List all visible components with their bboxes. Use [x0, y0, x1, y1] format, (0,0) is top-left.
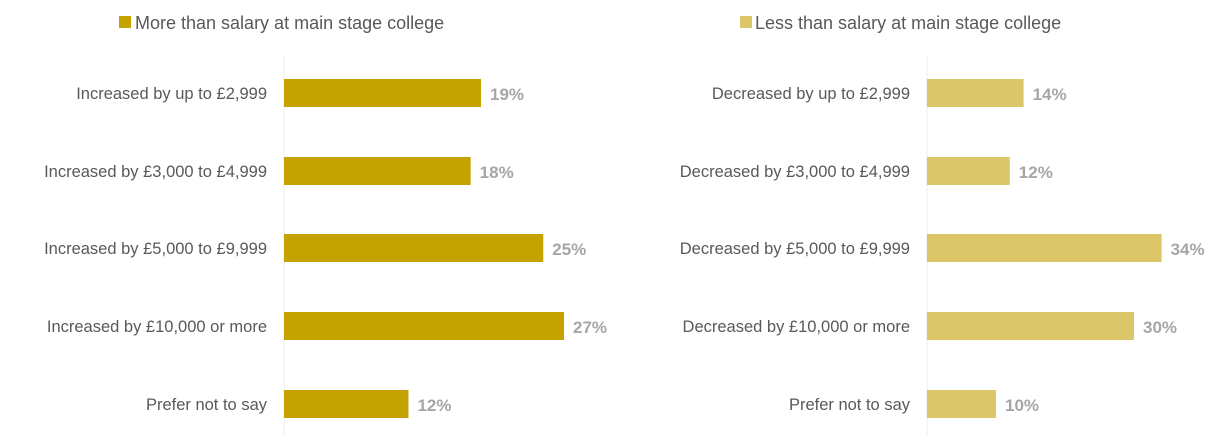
bar: [284, 312, 564, 340]
more-than-salary-chart: More than salary at main stage college I…: [44, 13, 607, 435]
data-label: 18%: [480, 163, 514, 182]
bar-series: Decreased by up to £2,999 14% Decreased by…: [680, 79, 1205, 418]
data-label: 34%: [1171, 240, 1205, 259]
data-label: 14%: [1033, 85, 1067, 104]
bar: [927, 312, 1134, 340]
bar-series: Increased by up to £2,999 19% Increased by…: [44, 79, 607, 418]
bar: [284, 157, 471, 185]
data-label: 27%: [573, 318, 607, 337]
bar: [927, 234, 1162, 262]
data-label: 19%: [490, 85, 524, 104]
legend-label: More than salary at main stage college: [135, 13, 444, 33]
category-label: Prefer not to say: [789, 396, 911, 414]
category-label: Prefer not to say: [146, 396, 268, 414]
category-label: Decreased by £5,000 to £9,999: [680, 240, 910, 258]
category-label: Decreased by up to £2,999: [712, 85, 910, 103]
bar: [927, 79, 1024, 107]
bar: [927, 157, 1010, 185]
data-label: 30%: [1143, 318, 1177, 337]
category-label: Increased by up to £2,999: [76, 85, 267, 103]
bar: [284, 234, 544, 262]
category-label: Decreased by £10,000 or more: [683, 318, 910, 336]
data-label: 12%: [1019, 163, 1053, 182]
legend-swatch: [119, 16, 131, 28]
less-than-salary-chart: Less than salary at main stage college D…: [680, 13, 1205, 435]
category-label: Increased by £5,000 to £9,999: [44, 240, 267, 258]
legend-label: Less than salary at main stage college: [755, 13, 1061, 33]
bar: [284, 390, 409, 418]
category-label: Decreased by £3,000 to £4,999: [680, 163, 910, 181]
bar: [927, 390, 996, 418]
data-label: 12%: [417, 396, 451, 415]
data-label: 10%: [1005, 396, 1039, 415]
bar: [284, 79, 482, 107]
data-label: 25%: [552, 240, 586, 259]
category-label: Increased by £3,000 to £4,999: [44, 163, 267, 181]
legend-swatch: [740, 16, 752, 28]
category-label: Increased by £10,000 or more: [47, 318, 267, 336]
